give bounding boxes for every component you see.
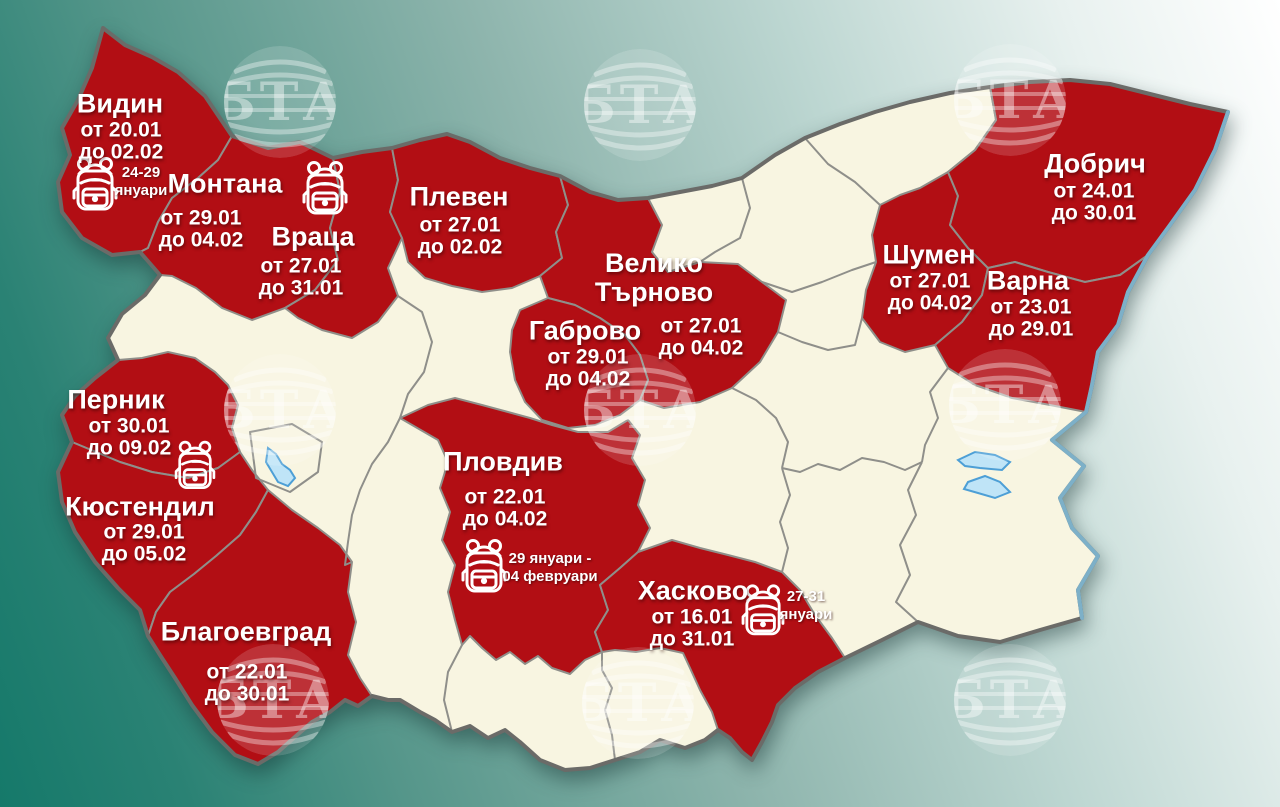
region-dates-kyustendil: от 29.01 до 05.02 bbox=[101, 520, 187, 565]
region-veliko-tarnovo bbox=[539, 175, 787, 409]
region-label-vratsa: Враца bbox=[271, 221, 355, 252]
region-dates-veliko-tarnovo: от 27.01 до 04.02 bbox=[658, 314, 744, 359]
region-dates-pernik: от 30.01 до 09.02 bbox=[86, 414, 172, 459]
region-dates-haskovo: от 16.01 до 31.01 bbox=[649, 605, 735, 650]
region-label-haskovo: Хасково bbox=[637, 575, 749, 606]
border-razgrad-silistra bbox=[804, 137, 881, 206]
border-yambol-stara-zagora bbox=[779, 467, 791, 573]
border-sliven-burgas bbox=[921, 367, 949, 463]
region-dates-shumen: от 27.01 до 04.02 bbox=[887, 269, 973, 314]
country-outline bbox=[56, 26, 1230, 772]
border-razgrad-targovishte bbox=[761, 261, 877, 293]
border-ruse-razgrad bbox=[699, 177, 751, 263]
lake-burgas-south bbox=[962, 474, 1012, 500]
region-dates-vidin: от 20.01 до 02.02 bbox=[78, 118, 164, 163]
region-dates-varna: от 23.01 до 29.01 bbox=[988, 295, 1074, 340]
region-label-shumen: Шумен bbox=[882, 239, 976, 270]
region-dates-gabrovo: от 29.01 до 04.02 bbox=[545, 345, 631, 390]
region-label-gabrovo: Габрово bbox=[528, 315, 642, 346]
region-dates-montana: от 29.01 до 04.02 bbox=[158, 206, 244, 251]
region-label-pernik: Перник bbox=[67, 384, 165, 415]
region-dates-blagoevgrad: от 22.01 до 30.01 bbox=[204, 660, 290, 705]
border-yambol-burgas bbox=[895, 461, 923, 623]
border-pazardzhik-smolyan bbox=[443, 644, 463, 733]
region-label-blagoevgrad: Благоевград bbox=[160, 616, 332, 647]
region-label-kyustendil: Кюстендил bbox=[65, 491, 215, 522]
region-label-vidin: Видин bbox=[76, 88, 164, 119]
border-sliven-yambol bbox=[781, 457, 923, 473]
region-label-dobrich: Добрич bbox=[1044, 148, 1146, 179]
border-sofia-lovech bbox=[397, 295, 433, 419]
region-dates-dobrich: от 24.01 до 30.01 bbox=[1051, 179, 1137, 224]
region-label-montana: Монтана bbox=[167, 168, 283, 199]
badge-text-haskovo: 27-31 януари bbox=[779, 588, 833, 623]
badge-text-vidin: 24-29 януари bbox=[114, 164, 168, 199]
black-sea-coastline bbox=[1050, 110, 1230, 620]
region-label-plovdiv: Пловдив bbox=[443, 446, 563, 477]
border-sliven-stara-zagora bbox=[731, 387, 789, 469]
region-dates-plovdiv: от 22.01 до 04.02 bbox=[462, 485, 548, 530]
region-label-varna: Варна bbox=[986, 265, 1070, 296]
region-label-veliko-tarnovo: Велико Търново bbox=[594, 248, 714, 307]
region-label-pleven: Плевен bbox=[409, 181, 509, 212]
badge-text-plovdiv: 29 януари -04 февруари bbox=[502, 550, 598, 585]
region-dates-vratsa: от 27.01 до 31.01 bbox=[258, 254, 344, 299]
border-sofia-pazardzhik bbox=[344, 417, 401, 566]
border-targovishte-sliven bbox=[777, 317, 863, 351]
region-dates-pleven: от 27.01 до 02.02 bbox=[417, 213, 503, 258]
